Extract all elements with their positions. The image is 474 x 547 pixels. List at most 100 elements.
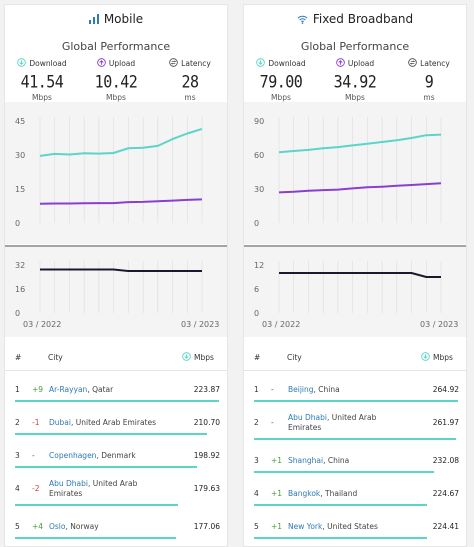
city-link[interactable]: Shanghai — [288, 456, 324, 465]
download-label: Download — [268, 58, 306, 68]
country: , Qatar — [87, 385, 114, 394]
speed-bar — [254, 438, 456, 440]
table-row: 4 -2 Abu Dhabi, United Arab Emirates 179.63 — [5, 470, 227, 508]
country-cont: Emirates — [49, 489, 83, 498]
latency-series-line — [40, 268, 202, 272]
mobile-metrics: Download 41.54 Mbps Upload 10.42 Mbps La… — [5, 57, 227, 117]
latency-icon — [408, 57, 420, 69]
download-series-line — [39, 127, 203, 157]
speed-header-label: Mbps — [194, 353, 214, 362]
speed-header[interactable]: Mbps — [182, 352, 214, 363]
broadband-title[interactable]: Fixed Broadband — [244, 5, 466, 33]
rank-change: -1 — [32, 418, 40, 427]
wifi-icon — [297, 15, 308, 24]
mobile-download-metric: Download 41.54 Mbps — [7, 57, 77, 117]
y-tick-label: 30 — [254, 185, 264, 194]
rank-header: # — [15, 353, 22, 362]
broadband-subtitle: Global Performance — [300, 40, 410, 53]
city-cell: Beijing, China — [288, 385, 418, 395]
mobile-latency-chart: 32 16 003 / 2022 03 / 2023 — [5, 245, 227, 337]
download-value: 79.00 — [259, 72, 303, 92]
latency-unit: ms — [423, 93, 435, 102]
download-icon — [182, 352, 194, 363]
y-tick-label: 45 — [15, 117, 25, 126]
rank-header: # — [254, 353, 261, 362]
upload-value: 34.92 — [333, 72, 377, 92]
rank-change: +4 — [32, 522, 44, 531]
rank-change: -2 — [32, 484, 40, 493]
latency-value: 9 — [424, 72, 434, 92]
speed-bar — [254, 471, 434, 473]
table-row: 3 +1 Shanghai, China 232.08 — [244, 442, 466, 475]
city-link[interactable]: Dubai — [49, 418, 71, 427]
city-link[interactable]: Beijing — [288, 385, 314, 394]
rank: 4 — [254, 489, 259, 498]
latency-label: Latency — [420, 58, 450, 68]
country: , United Arab — [327, 413, 377, 422]
mobile-title-text: Mobile — [103, 12, 144, 26]
upload-series-line — [278, 182, 442, 194]
mobile-rows: 1 +9 Ar-Rayyan, Qatar 223.87 2 -1 Dubai, Unite… — [5, 371, 227, 541]
mobile-title[interactable]: Mobile — [5, 5, 227, 33]
broadband-rows: 1- Beijing, China 264.92 2- Abu Dhabi, Unite… — [244, 371, 466, 541]
city-link[interactable]: Bangkok — [288, 489, 321, 498]
y-tick-label: 30 — [15, 151, 25, 160]
table-row: 1 - Beijing, China 264.92 — [244, 371, 466, 404]
y-tick-label: 32 — [15, 261, 25, 270]
rank-change: - — [32, 451, 35, 460]
download-unit: Mbps — [32, 93, 52, 102]
speed-value: 224.67 — [432, 489, 459, 498]
city-link[interactable]: Ar-Rayyan — [49, 385, 88, 394]
signal-bars-icon — [88, 14, 99, 24]
y-tick-label: 0 — [15, 309, 20, 318]
download-icon — [17, 57, 29, 69]
y-tick-label: 16 — [15, 285, 25, 294]
y-tick-label: 15 — [15, 185, 25, 194]
download-icon — [421, 352, 433, 363]
broadband-panel: Fixed Broadband Global Performance Downl… — [243, 4, 467, 547]
mobile-city-table: # City Mbps 1 +9 Ar-Rayyan, Qatar 223.87 2 -1… — [5, 345, 227, 541]
broadband-city-table: # City Mbps 1- Beijing, China 264.92 2- Abu … — [244, 345, 466, 541]
city-link[interactable]: Copenhagen — [49, 451, 97, 460]
broadband-speed-chart: 90 60 30 0 — [244, 102, 466, 244]
speed-bar — [254, 504, 427, 506]
country-cont: Emirates — [288, 423, 322, 432]
city-link[interactable]: Abu Dhabi — [49, 479, 88, 488]
table-row: 2 - Abu Dhabi, United Arab Emirates 261.97 — [244, 404, 466, 442]
rank: 1 — [15, 385, 20, 394]
rank: 2 — [254, 418, 259, 427]
city-cell: Ar-Rayyan, Qatar — [49, 385, 179, 395]
city-header: City — [287, 353, 302, 362]
upload-icon — [97, 57, 109, 69]
download-label: Download — [29, 58, 67, 68]
y-tick-label: 0 — [254, 309, 259, 318]
y-tick-label: 0 — [15, 219, 20, 228]
rank-change: - — [271, 385, 274, 394]
rank: 1 — [254, 385, 259, 394]
speed-bar — [15, 433, 207, 435]
speed-header-label: Mbps — [433, 353, 453, 362]
y-tick-label: 90 — [254, 117, 264, 126]
download-value: 41.54 — [20, 72, 64, 92]
city-cell: Abu Dhabi, United Arab Emirates — [49, 479, 179, 499]
city-link[interactable]: New York — [288, 522, 323, 531]
y-tick-label: 12 — [254, 261, 264, 270]
city-link[interactable]: Oslo — [49, 522, 66, 531]
download-icon — [256, 57, 268, 69]
speed-header[interactable]: Mbps — [421, 352, 453, 363]
mobile-upload-metric: Upload 10.42 Mbps — [81, 57, 151, 117]
y-tick-label: 0 — [254, 219, 259, 228]
latency-label: Latency — [181, 58, 211, 68]
upload-value: 10.42 — [94, 72, 138, 92]
speed-bar — [15, 537, 176, 539]
rank: 4 — [15, 484, 20, 493]
city-link[interactable]: Abu Dhabi — [288, 413, 327, 422]
speed-bar — [15, 400, 219, 402]
rank: 5 — [15, 522, 20, 531]
rank-change: - — [271, 418, 274, 427]
city-cell: Abu Dhabi, United Arab Emirates — [288, 413, 418, 433]
rank-change: +1 — [271, 456, 283, 465]
mobile-speed-chart: 45 30 15 0 — [5, 102, 227, 244]
x-tick-label: 03 / 2022 — [262, 320, 300, 329]
upload-label: Upload — [347, 58, 375, 68]
